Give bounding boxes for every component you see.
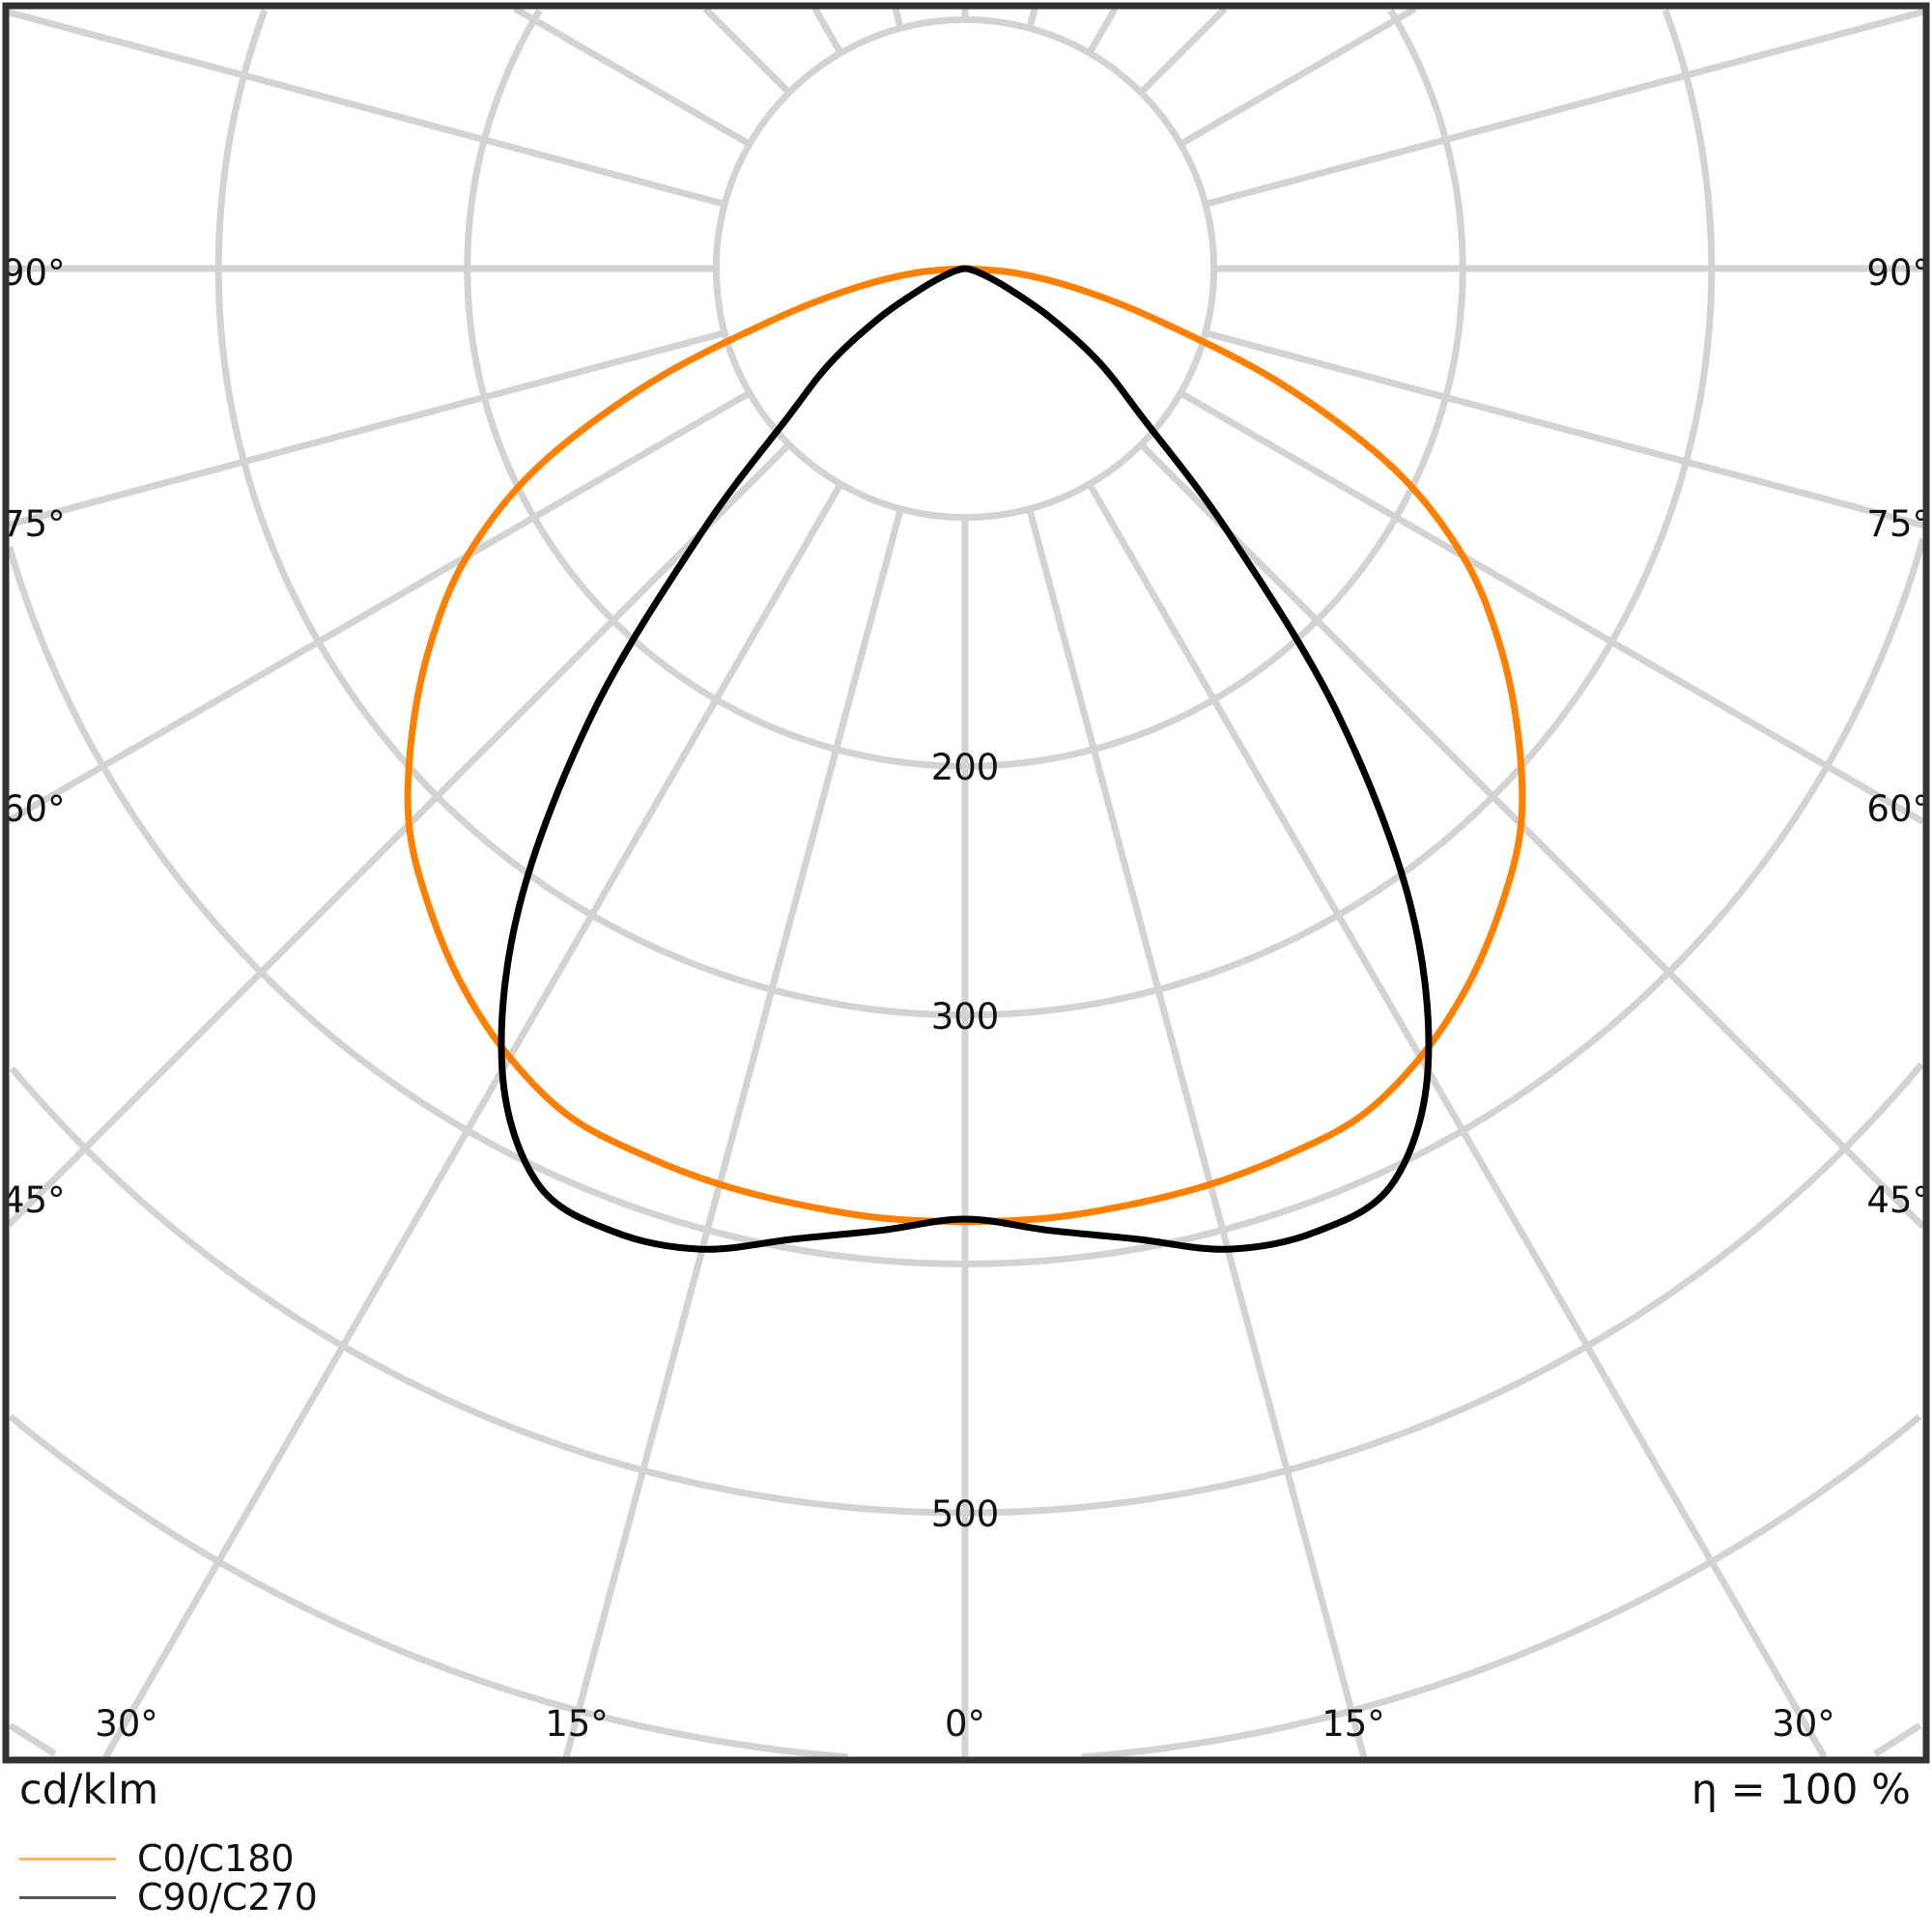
radial-tick-label: 200 (931, 747, 1000, 788)
grid-spoke (8, 9, 726, 208)
grid-ring (8, 1413, 1922, 1761)
angle-tick-label-bottom: 15° (1321, 1703, 1385, 1745)
grid-spoke (6, 441, 792, 1228)
grid-spoke (702, 6, 792, 96)
grid-spoke (562, 507, 904, 1758)
angle-tick-label-right: 60° (1866, 788, 1930, 830)
angle-tick-label-left: 45° (2, 1179, 66, 1221)
series-c90-c270 (497, 265, 1433, 1253)
grid-spoke (1204, 329, 1924, 529)
tick-labels: 200 300 500 90° 90° 75° 75° 60° 60° 45° 45° 30° 15° 0… (2, 252, 1930, 1745)
grid-spoke (1138, 441, 1926, 1230)
grid-spoke (892, 8, 904, 30)
legend-label: C90/C270 (137, 1876, 318, 1918)
grid-spoke (1179, 389, 1925, 825)
grid-ring (464, 9, 1466, 770)
radial-tick-label: 300 (931, 996, 1000, 1037)
grid-spoke (7, 389, 752, 824)
curves (404, 265, 1526, 1253)
grid-spoke (8, 329, 726, 528)
grid-spoke (1026, 8, 1038, 30)
grid-spoke (1138, 6, 1228, 96)
plot-frame (2, 2, 1930, 1764)
grid-spoke (1086, 482, 1828, 1759)
grid-ring (214, 9, 1716, 1019)
grid-spoke (811, 7, 844, 55)
grid-ring (9, 1062, 1924, 1517)
legend-item-c90: C90/C270 (19, 1876, 318, 1918)
grid (6, 5, 1927, 1761)
grid-spoke (1086, 7, 1119, 55)
legend-swatch-orange (19, 1857, 116, 1861)
angle-tick-label-left: 75° (2, 503, 66, 545)
legend-label: C0/C180 (137, 1837, 295, 1880)
legend-swatch-black (19, 1895, 116, 1899)
angle-tick-label-bottom: 15° (545, 1703, 609, 1745)
grid-ring (8, 1722, 1922, 1757)
radial-tick-label: 500 (931, 1493, 1000, 1535)
angle-tick-label-bottom: 30° (95, 1703, 158, 1745)
unit-label: cd/klm (19, 1766, 159, 1814)
grid-spoke (102, 482, 844, 1759)
grid-ring (6, 537, 1927, 1267)
angle-tick-label-left: 60° (2, 788, 66, 830)
angle-tick-label-left: 90° (2, 252, 66, 294)
angle-tick-label-right: 90° (1866, 252, 1930, 294)
angle-tick-label-right: 75° (1866, 503, 1930, 545)
angle-tick-label-bottom: 30° (1772, 1703, 1835, 1745)
grid-spoke (1179, 5, 1417, 148)
angle-tick-label-bottom: 0° (945, 1703, 985, 1745)
grid-spoke (513, 5, 752, 148)
efficiency-label: η = 100 % (1690, 1766, 1911, 1814)
grid-spoke (1204, 8, 1924, 208)
legend-item-c0: C0/C180 (19, 1837, 295, 1880)
angle-tick-label-right: 45° (1866, 1179, 1930, 1221)
grid-spoke (1026, 507, 1368, 1758)
